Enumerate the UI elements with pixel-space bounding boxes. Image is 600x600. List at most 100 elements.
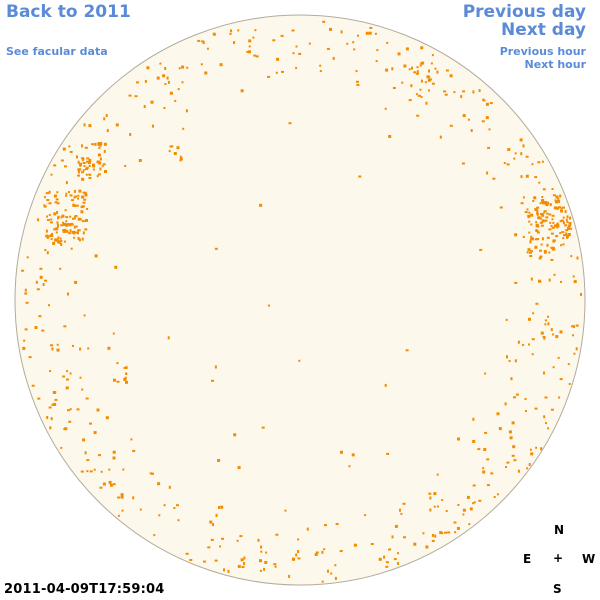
facula-spot bbox=[56, 343, 59, 346]
facula-spot bbox=[210, 538, 214, 541]
facula-spot bbox=[378, 557, 382, 561]
facula-spot bbox=[557, 197, 560, 200]
facula-spot bbox=[545, 216, 549, 219]
facula-spot bbox=[50, 344, 53, 347]
facula-spot bbox=[525, 410, 527, 413]
facula-spot bbox=[66, 370, 69, 373]
facula-spot bbox=[513, 157, 516, 160]
facula-spot bbox=[536, 211, 539, 215]
facula-spot bbox=[556, 226, 559, 229]
facula-spot bbox=[535, 221, 538, 224]
facula-spot bbox=[179, 157, 183, 161]
facula-spot bbox=[550, 258, 554, 261]
facula-spot bbox=[559, 194, 562, 198]
facula-spot bbox=[306, 527, 309, 531]
previous-hour-link[interactable]: Previous hour bbox=[499, 45, 586, 58]
facula-spot bbox=[334, 576, 337, 580]
facula-spot bbox=[123, 366, 127, 369]
next-day-link[interactable]: Next day bbox=[501, 20, 586, 40]
facula-spot bbox=[23, 339, 26, 342]
facula-spot bbox=[472, 417, 475, 421]
facula-spot bbox=[376, 49, 379, 52]
facula-spot bbox=[388, 135, 392, 138]
facula-spot bbox=[560, 280, 562, 283]
facula-spot bbox=[517, 340, 520, 344]
facula-spot bbox=[181, 65, 185, 69]
facula-spot bbox=[68, 232, 72, 235]
next-hour-link[interactable]: Next hour bbox=[524, 58, 587, 71]
facula-spot bbox=[522, 236, 525, 238]
facula-spot bbox=[75, 204, 79, 207]
facula-spot bbox=[545, 203, 549, 207]
facula-spot bbox=[569, 216, 572, 220]
facula-spot bbox=[478, 499, 482, 502]
facula-spot bbox=[51, 347, 54, 351]
facula-spot bbox=[534, 407, 538, 410]
facula-spot bbox=[89, 173, 92, 176]
facula-spot bbox=[572, 334, 574, 337]
facula-spot bbox=[462, 508, 466, 512]
facula-spot bbox=[207, 546, 211, 549]
facula-spot bbox=[65, 216, 69, 219]
facula-spot bbox=[514, 152, 517, 155]
facula-spot bbox=[76, 155, 78, 159]
see-facular-data-link[interactable]: See facular data bbox=[6, 45, 108, 58]
facula-spot bbox=[55, 231, 58, 234]
facula-spot bbox=[24, 288, 27, 292]
facula-spot bbox=[50, 234, 54, 237]
facula-spot bbox=[420, 62, 423, 65]
facula-spot bbox=[51, 403, 55, 406]
facula-spot bbox=[541, 196, 544, 198]
facula-spot bbox=[321, 550, 324, 554]
facula-spot bbox=[253, 54, 257, 57]
facula-spot bbox=[97, 173, 101, 176]
facula-spot bbox=[37, 218, 40, 222]
facula-spot bbox=[260, 550, 263, 553]
facula-spot bbox=[527, 248, 531, 252]
facula-spot bbox=[64, 427, 68, 431]
facula-spot bbox=[203, 560, 206, 563]
facula-spot bbox=[462, 90, 466, 93]
facula-spot bbox=[267, 75, 271, 78]
facula-spot bbox=[69, 372, 72, 375]
facula-spot bbox=[449, 74, 453, 78]
facula-spot bbox=[65, 181, 68, 185]
facula-spot bbox=[334, 564, 337, 567]
facula-spot bbox=[60, 446, 63, 449]
facula-spot bbox=[103, 149, 106, 153]
facula-spot bbox=[484, 372, 487, 375]
facula-spot bbox=[218, 506, 220, 509]
facula-spot bbox=[243, 556, 246, 560]
facula-spot bbox=[543, 210, 547, 213]
compass-north-label: N bbox=[554, 523, 565, 537]
facula-spot bbox=[552, 366, 555, 369]
facula-spot bbox=[36, 288, 40, 291]
facula-spot bbox=[466, 495, 470, 499]
facula-spot bbox=[65, 220, 68, 223]
facula-spot bbox=[84, 192, 87, 195]
facula-spot bbox=[88, 124, 92, 128]
facula-spot bbox=[169, 91, 173, 95]
facula-spot bbox=[496, 493, 499, 496]
facula-spot bbox=[542, 188, 546, 191]
facula-spot bbox=[365, 31, 369, 35]
facula-spot bbox=[548, 213, 552, 216]
compass-south-label: S bbox=[553, 582, 562, 596]
facula-spot bbox=[498, 427, 502, 431]
facula-spot bbox=[88, 165, 91, 167]
facula-spot bbox=[544, 201, 548, 204]
facula-spot bbox=[457, 504, 460, 506]
facula-spot bbox=[340, 30, 343, 34]
previous-day-link[interactable]: Previous day bbox=[462, 2, 586, 22]
facula-spot bbox=[291, 29, 295, 32]
facula-spot bbox=[70, 222, 74, 225]
facula-spot bbox=[530, 277, 533, 281]
facula-spot bbox=[562, 216, 565, 219]
facula-spot bbox=[83, 165, 86, 167]
back-to-year-link[interactable]: Back to 2011 bbox=[6, 2, 131, 22]
facula-spot bbox=[166, 76, 169, 80]
facula-spot bbox=[408, 99, 412, 102]
facula-spot bbox=[59, 240, 63, 243]
facula-spot bbox=[408, 68, 411, 71]
facula-spot bbox=[429, 508, 432, 512]
